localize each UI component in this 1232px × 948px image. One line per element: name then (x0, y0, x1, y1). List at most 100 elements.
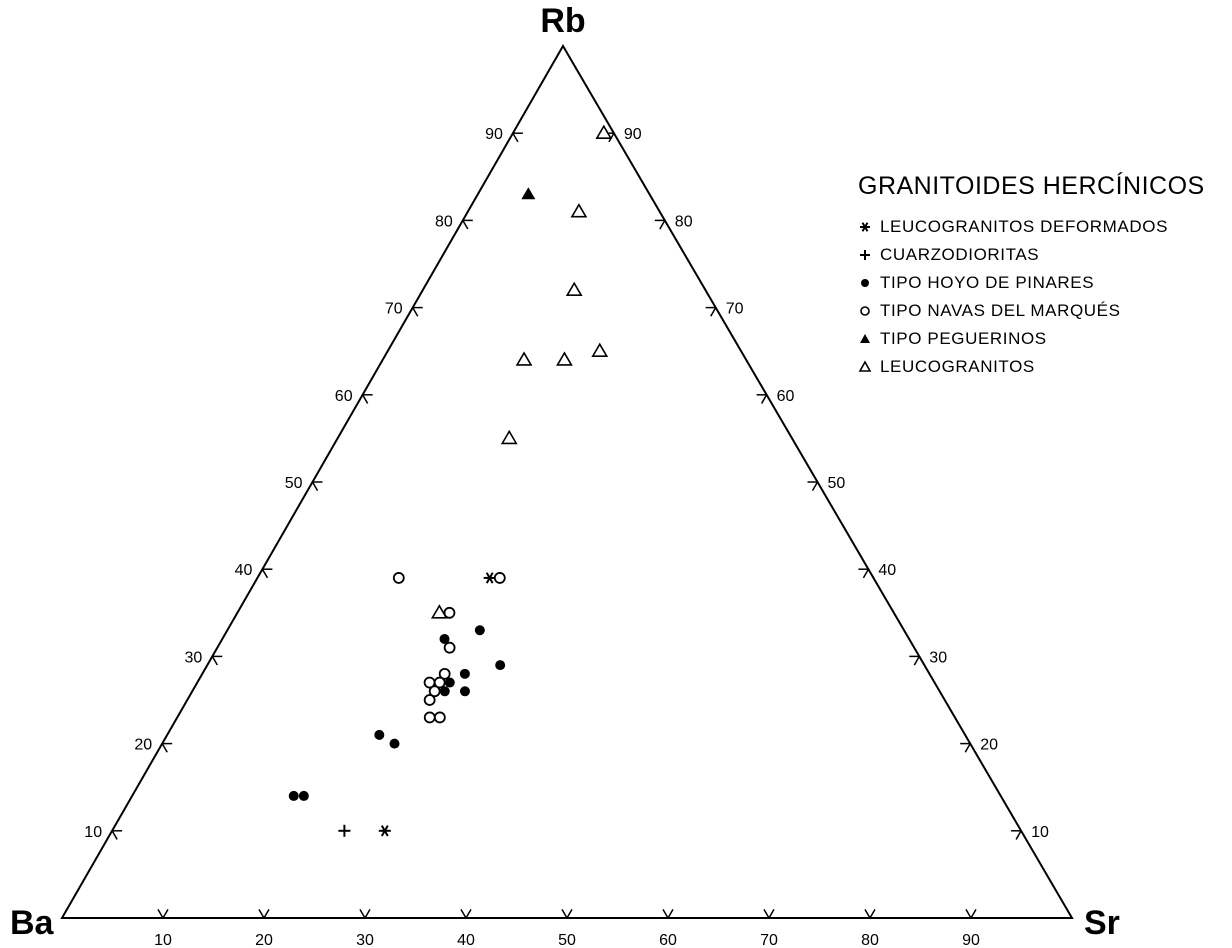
data-point-filled-circle (459, 668, 470, 679)
data-point-open-triangle (500, 429, 518, 445)
data-point-open-triangle (430, 604, 448, 619)
asterisk-stroke (485, 572, 494, 584)
legend-label: LEUCOGRANITOS (880, 357, 1035, 376)
tick-mark (258, 908, 265, 919)
legend-label: LEUCOGRANITOS DEFORMADOS (880, 217, 1169, 236)
tick-label-rb: 50 (285, 475, 303, 492)
data-point-open-circle (423, 676, 436, 689)
tick-mark (768, 908, 775, 919)
tick-mark (763, 908, 770, 919)
legend: GRANITOIDES HERCÍNICOS LEUCOGRANITOS DEF… (858, 172, 1205, 381)
tick-mark (512, 132, 519, 143)
tick-mark (964, 743, 971, 753)
tick-label-sr: 20 (255, 932, 273, 948)
asterisk-stroke (380, 825, 389, 837)
data-point-asterisk (378, 825, 391, 837)
tick-label-rb: 80 (435, 213, 453, 230)
legend-title: GRANITOIDES HERCÍNICOS (858, 172, 1205, 200)
tick-label-rb: 40 (235, 562, 253, 579)
tick-label-rb: 70 (385, 301, 403, 318)
tick-mark (811, 481, 819, 492)
tick-mark (157, 908, 164, 919)
tick-label-sr: 40 (457, 932, 475, 948)
data-point-open-circle (433, 711, 446, 724)
tick-mark (361, 394, 369, 404)
legend-label: TIPO NAVAS DEL MARQUÉS (880, 301, 1121, 320)
tick-label-ba: 20 (980, 737, 998, 754)
tick-mark (608, 132, 615, 143)
tick-mark (364, 908, 371, 919)
data-point-open-circle (392, 572, 405, 584)
tick-labels: 10 20 30 40 50 60 70 80 90 10 20 30 40 50 60 70 80 90 90 80… (84, 126, 1049, 948)
asterisk-marker-icon (860, 222, 870, 232)
tick-label-sr: 30 (356, 932, 374, 948)
vertex-label-sr: Sr (1084, 904, 1120, 942)
data-point-plus (338, 824, 351, 837)
tick-label-rb: 20 (134, 737, 152, 754)
tick-mark (862, 568, 870, 579)
tick-mark (760, 394, 768, 404)
data-point-open-circle (443, 641, 456, 654)
tick-mark (864, 908, 871, 919)
tick-label-ba: 60 (777, 388, 795, 405)
tick-mark (460, 908, 467, 919)
data-point-filled-circle (389, 738, 400, 749)
tick-mark (261, 568, 269, 579)
tick-mark (211, 656, 218, 666)
tick-mark (1015, 830, 1022, 840)
data-point-filled-circle (495, 660, 506, 671)
tick-label-ba: 50 (828, 475, 846, 492)
tick-mark (667, 908, 674, 919)
tick-label-rb: 60 (335, 388, 353, 405)
data-point-filled-circle (374, 729, 385, 740)
data-point-filled-circle (288, 790, 299, 801)
filled-triangle-marker-icon (860, 334, 870, 343)
tick-mark (869, 908, 876, 919)
tick-label-sr: 70 (760, 932, 778, 948)
tick-mark (659, 220, 666, 230)
tick-label-ba: 30 (929, 649, 947, 666)
tick-mark (162, 908, 169, 919)
data-point-open-triangle (565, 281, 583, 296)
legend-label: TIPO HOYO DE PINARES (880, 273, 1095, 292)
tick-label-ba: 40 (878, 562, 896, 579)
legend-item-tipo-peguerinos: TIPO PEGUERINOS (858, 325, 1205, 353)
legend-label: TIPO PEGUERINOS (880, 329, 1047, 348)
tick-label-sr: 80 (861, 932, 879, 948)
data-point-open-triangle (595, 124, 613, 139)
legend-label: CUARZODIORITAS (880, 245, 1040, 264)
data-point-asterisk (483, 572, 496, 584)
data-point-open-triangle (591, 342, 609, 358)
data-point-open-circle (423, 694, 436, 706)
open-circle-marker-icon (860, 306, 870, 316)
tick-label-rb: 10 (84, 824, 102, 841)
legend-item-leucogranitos: LEUCOGRANITOS (858, 353, 1205, 381)
vertex-label-rb: Rb (540, 2, 585, 40)
tick-mark (161, 743, 168, 753)
tick-label-ba: 90 (624, 126, 642, 143)
plus-marker-icon (860, 250, 870, 260)
tick-label-ba: 70 (726, 301, 744, 318)
tick-label-sr: 60 (659, 932, 677, 948)
tick-mark (965, 908, 972, 919)
data-point-open-triangle (515, 351, 533, 366)
tick-mark (111, 830, 118, 840)
vertex-label-ba: Ba (10, 904, 55, 942)
tick-label-sr: 90 (962, 932, 980, 948)
tick-mark (465, 908, 472, 919)
tick-label-ba: 10 (1031, 824, 1049, 841)
legend-item-tipo-navas-del-marques: TIPO NAVAS DEL MARQUÉS (858, 297, 1205, 325)
data-point-filled-circle (439, 633, 450, 644)
tick-mark (970, 908, 977, 919)
tick-mark (913, 656, 920, 666)
data-point-filled-circle (474, 625, 485, 636)
data-point-filled-circle (444, 677, 455, 688)
data-point-open-circle (423, 711, 436, 724)
tick-mark (566, 908, 573, 919)
tick-mark (662, 908, 669, 919)
legend-item-cuarzodioritas: CUARZODIORITAS (858, 241, 1205, 269)
tick-mark (561, 908, 568, 919)
data-point-open-circle (438, 667, 451, 680)
data-point-open-circle (428, 685, 441, 698)
